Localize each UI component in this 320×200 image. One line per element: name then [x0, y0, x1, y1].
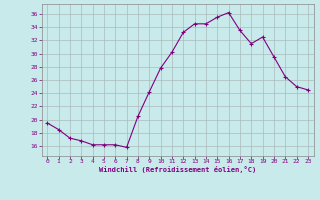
X-axis label: Windchill (Refroidissement éolien,°C): Windchill (Refroidissement éolien,°C)	[99, 166, 256, 173]
